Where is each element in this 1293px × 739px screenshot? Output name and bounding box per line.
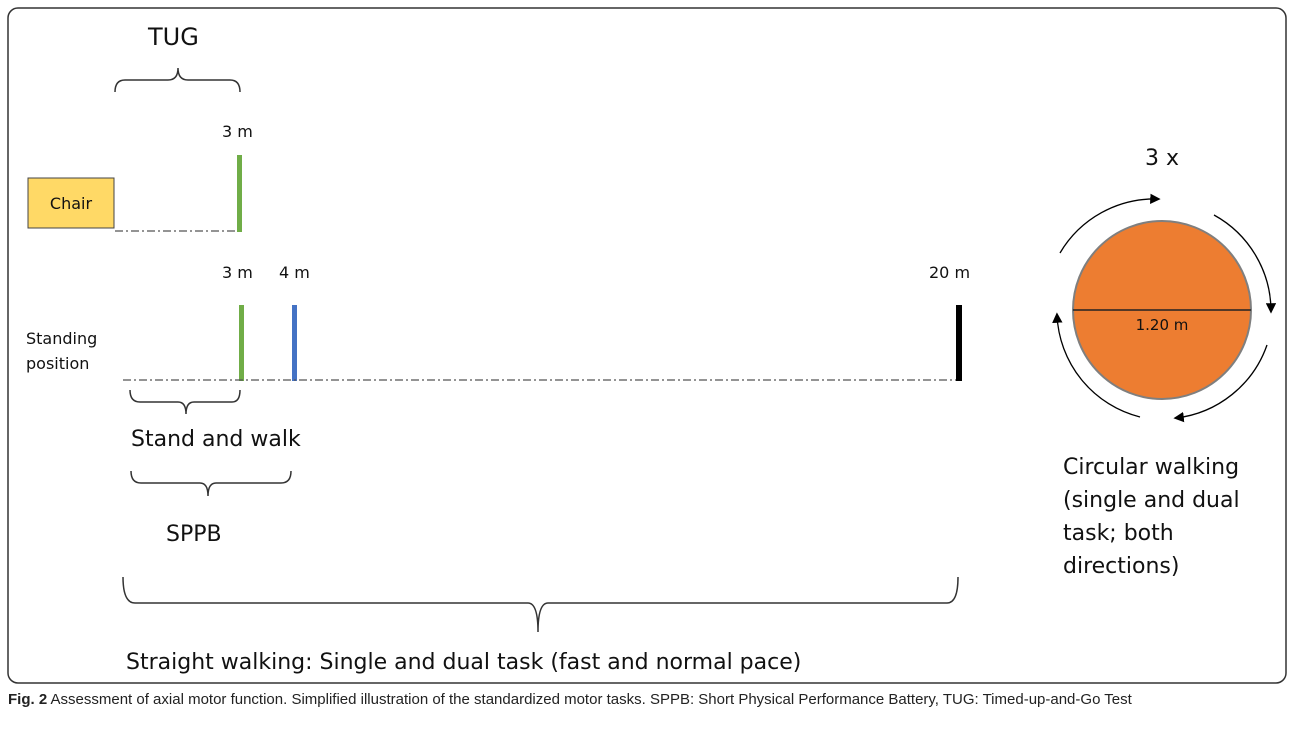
tug-3m-marker xyxy=(237,155,242,232)
stand-and-walk-brace xyxy=(129,389,241,415)
standing-position-label-line2: position xyxy=(26,354,89,373)
marker-20m-label: 20 m xyxy=(929,263,970,282)
sppb-brace xyxy=(130,470,292,497)
straight-walking-brace xyxy=(122,576,959,633)
marker-4m-bar xyxy=(292,305,297,381)
sppb-label: SPPB xyxy=(166,522,222,547)
figure-caption-label: Fig. 2 xyxy=(8,691,48,708)
circle-arrow-top xyxy=(1059,193,1161,254)
circular-walking-line-2: (single and dual xyxy=(1063,488,1240,513)
repetitions-label: 3 x xyxy=(1145,146,1179,171)
figure-border xyxy=(7,7,1287,684)
tug-brace xyxy=(114,67,241,93)
circle-arrow-left xyxy=(1052,312,1141,418)
circle-arrow-right xyxy=(1213,214,1277,314)
circular-walking-line-3: task; both xyxy=(1063,521,1174,546)
circular-walking-line-1: Circular walking xyxy=(1063,455,1239,480)
circular-walking-line-4: directions) xyxy=(1063,554,1179,579)
straight-walking-label: Straight walking: Single and dual task (… xyxy=(126,650,801,675)
circle-diameter-label: 1.20 m xyxy=(1136,316,1189,334)
marker-3m-label: 3 m xyxy=(222,263,253,282)
marker-20m-bar xyxy=(956,305,962,381)
marker-4m-label: 4 m xyxy=(279,263,310,282)
chair-label: Chair xyxy=(50,194,93,213)
marker-3m-bar xyxy=(239,305,244,381)
standing-position-label-line1: Standing xyxy=(26,329,97,348)
figure-caption-text: Assessment of axial motor function. Simp… xyxy=(50,691,1132,708)
figure-caption: Fig. 2 Assessment of axial motor functio… xyxy=(8,690,1278,710)
chair-box xyxy=(27,177,115,229)
tug-label: TUG xyxy=(147,23,199,51)
circle-arrow-bottom xyxy=(1173,344,1268,423)
tug-distance-label: 3 m xyxy=(222,122,253,141)
stand-and-walk-label: Stand and walk xyxy=(131,427,301,452)
